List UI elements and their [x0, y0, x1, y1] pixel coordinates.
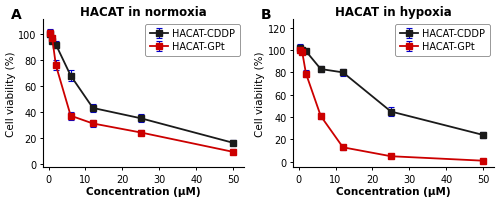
X-axis label: Concentration (μM): Concentration (μM) [336, 186, 451, 197]
Title: HACAT in hypoxia: HACAT in hypoxia [336, 5, 452, 18]
Legend: HACAT-CDDP, HACAT-GPt: HACAT-CDDP, HACAT-GPt [146, 24, 240, 57]
X-axis label: Concentration (μM): Concentration (μM) [86, 186, 201, 197]
Title: HACAT in normoxia: HACAT in normoxia [80, 5, 207, 18]
Legend: HACAT-CDDP, HACAT-GPt: HACAT-CDDP, HACAT-GPt [396, 24, 490, 57]
Y-axis label: Cell viability (%): Cell viability (%) [256, 51, 266, 136]
Text: B: B [261, 8, 272, 22]
Y-axis label: Cell viability (%): Cell viability (%) [6, 51, 16, 136]
Text: A: A [10, 8, 22, 22]
